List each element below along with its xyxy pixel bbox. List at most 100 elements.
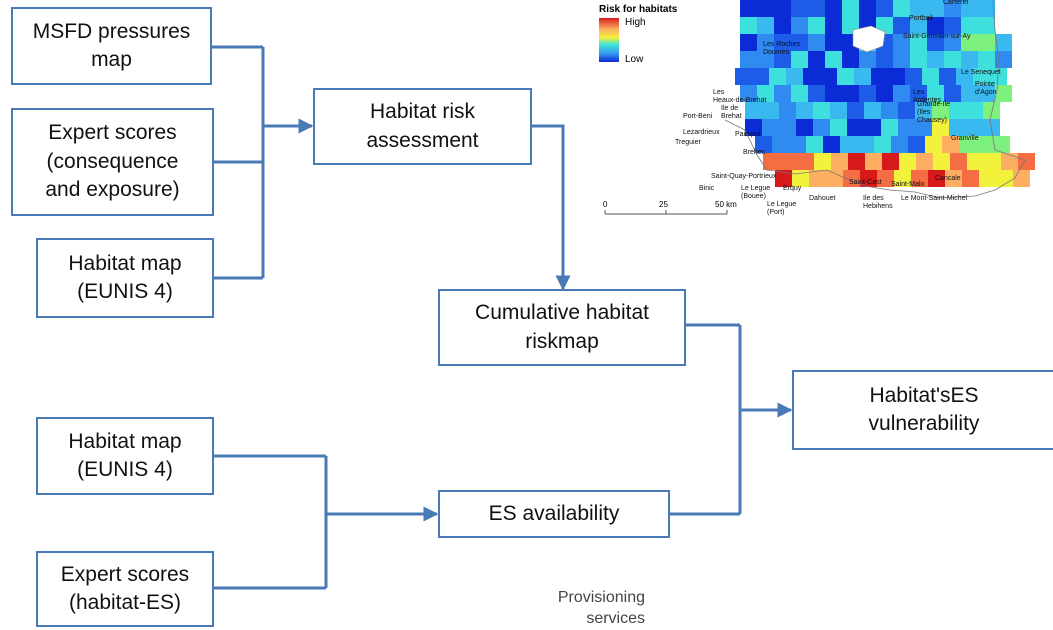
risk-map-cell — [825, 17, 842, 34]
risk-map-cell — [891, 136, 908, 153]
risk-map-cell — [911, 170, 928, 187]
risk-map-cell — [842, 85, 859, 102]
risk-map-cell — [843, 170, 860, 187]
risk-map-cell — [950, 153, 967, 170]
place-label: Ile des Hebihens — [863, 195, 893, 210]
risk-map-cell — [927, 85, 944, 102]
risk-map-cell — [893, 85, 910, 102]
risk-map-cell — [865, 153, 882, 170]
place-label: Binic — [699, 185, 715, 192]
place-label: Lezardrieux — [683, 129, 720, 136]
risk-map-cell — [961, 34, 978, 51]
place-labels: Carteret Portbail Saint-Germain-sur-Ay Les … — [675, 0, 1001, 216]
risk-map-cell — [859, 0, 876, 17]
risk-map-cell — [774, 85, 791, 102]
risk-map-cell — [949, 102, 966, 119]
risk-map-cell — [823, 136, 840, 153]
risk-map-cell — [874, 136, 891, 153]
msfd-pressures-box: MSFD pressures map — [11, 7, 212, 85]
risk-map-cell — [961, 85, 978, 102]
risk-map-cell — [979, 170, 996, 187]
place-label: Brehec — [743, 149, 766, 156]
place-label: Le Mont-Saint-Michel — [901, 195, 968, 202]
risk-map-cell — [944, 34, 961, 51]
place-label: Saint-Germain-sur-Ay — [903, 33, 971, 40]
risk-map-cell — [882, 153, 899, 170]
risk-map-cell — [978, 0, 995, 17]
risk-map-cell — [830, 119, 847, 136]
risk-map-cell — [740, 34, 757, 51]
habitat-es-vulnerability-box: Habitat'sES vulnerability — [792, 370, 1053, 450]
risk-map-cell — [995, 34, 1012, 51]
risk-map-cell — [847, 119, 864, 136]
risk-map-cell — [983, 102, 1000, 119]
risk-map-cell — [813, 119, 830, 136]
risk-map-cell — [927, 17, 944, 34]
place-label: Port-Beni — [683, 113, 713, 120]
risk-map-cell — [830, 102, 847, 119]
risk-map-cell — [740, 85, 757, 102]
island-jersey — [852, 25, 886, 53]
risk-map-cell — [898, 102, 915, 119]
place-label: Le Legue (Bouee) — [741, 185, 770, 200]
risk-map-cell — [916, 153, 933, 170]
risk-map-cell — [745, 119, 762, 136]
risk-map-cell — [871, 68, 888, 85]
risk-map-cell — [927, 34, 944, 51]
place-label: Saint-Cast — [849, 179, 882, 186]
risk-map-cell — [894, 170, 911, 187]
risk-map-cell — [791, 85, 808, 102]
risk-map-cell — [755, 136, 772, 153]
risk-map-cell — [786, 68, 803, 85]
risk-map-cell — [772, 136, 789, 153]
risk-map-cell — [774, 51, 791, 68]
risk-map-cell — [808, 17, 825, 34]
risk-map-cell — [944, 51, 961, 68]
risk-map-cell — [944, 85, 961, 102]
risk-map-cell — [808, 0, 825, 17]
scale-label-50: 50 km — [715, 200, 737, 209]
place-label: Carteret — [943, 0, 968, 6]
risk-map-cell — [959, 136, 976, 153]
place-label: Cancale — [935, 175, 961, 182]
place-label: Le Senequet — [961, 69, 1001, 76]
place-label: Grande-Ile (Iles Chausey) — [917, 101, 950, 124]
risk-map-cell — [780, 153, 797, 170]
risk-map-cell — [842, 0, 859, 17]
risk-map-cell — [847, 102, 864, 119]
risk-map-cell — [792, 170, 809, 187]
risk-map-cell — [740, 17, 757, 34]
risk-map-cell — [993, 136, 1010, 153]
risk-map-cell — [791, 0, 808, 17]
risk-map-cell — [893, 34, 910, 51]
place-label: Treguier — [675, 139, 701, 146]
legend-color-ramp — [599, 18, 619, 62]
risk-map-cell — [859, 85, 876, 102]
risk-map-cell — [837, 68, 854, 85]
risk-map-cell — [910, 0, 927, 17]
place-label: Pointe d'Agon — [975, 81, 997, 96]
risk-map-cell — [808, 51, 825, 68]
risk-map-cell — [893, 0, 910, 17]
risk-map-cell — [825, 85, 842, 102]
risk-map-cell — [859, 51, 876, 68]
place-label: Paimpol — [735, 131, 761, 138]
risk-map-cell — [949, 119, 966, 136]
expert-scores-habitat-es-box: Expert scores (habitat-ES) — [36, 551, 214, 627]
risk-map-cell — [774, 17, 791, 34]
habitat-risk-assessment-box: Habitat risk assessment — [313, 88, 532, 165]
risk-map-cell — [735, 68, 752, 85]
risk-map-cell — [757, 17, 774, 34]
risk-map-cell — [961, 0, 978, 17]
place-label: Ile de Brehat — [721, 105, 742, 120]
risk-map-cell — [779, 102, 796, 119]
risk-map-cell — [961, 51, 978, 68]
place-label: Les Ardentes — [913, 89, 942, 104]
risk-map-cell — [791, 34, 808, 51]
risk-map-cell — [757, 51, 774, 68]
risk-map-cell — [791, 51, 808, 68]
risk-map-cell — [956, 68, 973, 85]
legend-low: Low — [625, 54, 644, 65]
risk-map-cell — [996, 170, 1013, 187]
risk-map-cell — [779, 119, 796, 136]
